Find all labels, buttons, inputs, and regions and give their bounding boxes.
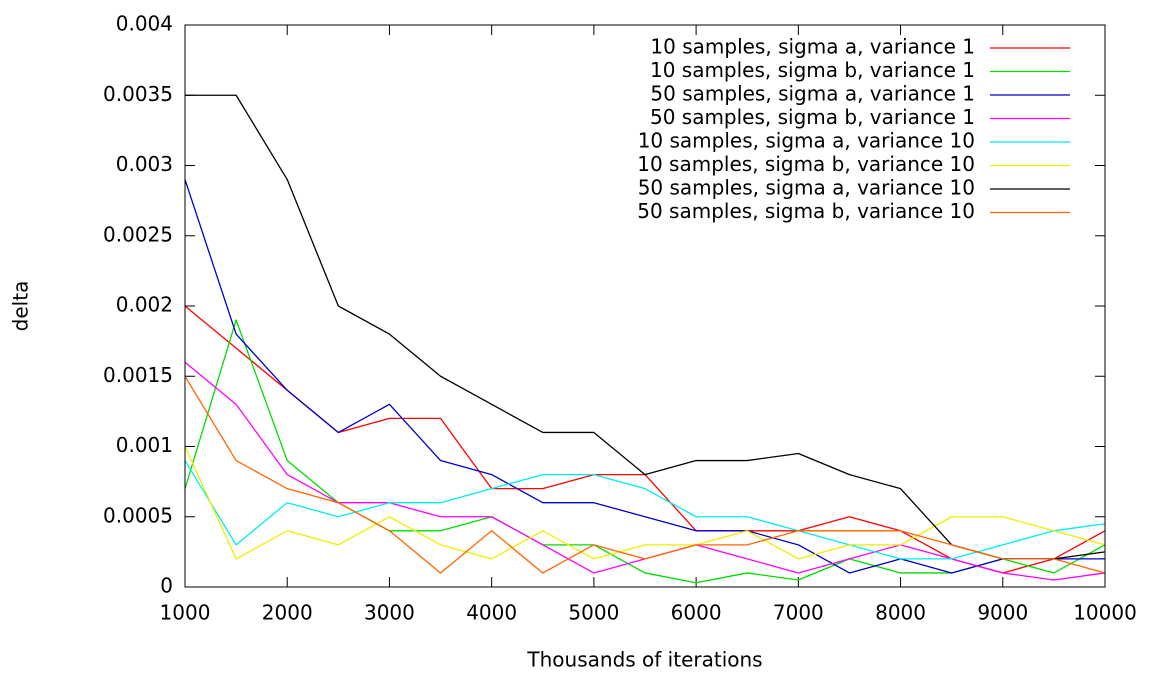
x-tick-label: 5000	[568, 601, 619, 625]
legend-label: 50 samples, sigma b, variance 10	[637, 199, 975, 223]
series-line	[184, 446, 1106, 560]
series-line	[184, 460, 1106, 560]
x-tick-label: 6000	[671, 601, 722, 625]
series-line	[184, 305, 1106, 574]
legend-label: 50 samples, sigma a, variance 10	[638, 176, 975, 200]
y-tick-label: 0.004	[116, 12, 173, 36]
legend-label: 10 samples, sigma a, variance 1	[650, 35, 975, 59]
x-tick-label: 1000	[160, 601, 211, 625]
y-tick-label: 0.001	[116, 433, 173, 457]
legend-label: 10 samples, sigma b, variance 1	[650, 58, 975, 82]
y-tick-label: 0.0015	[103, 363, 173, 387]
y-tick-label: 0.0025	[103, 222, 173, 246]
legend-label: 10 samples, sigma a, variance 10	[638, 129, 975, 153]
y-tick-label: 0.0035	[103, 82, 173, 106]
x-tick-label: 7000	[773, 601, 824, 625]
x-tick-label: 8000	[875, 601, 926, 625]
x-tick-label: 2000	[262, 601, 313, 625]
series-line	[184, 361, 1106, 581]
x-axis-label: Thousands of iterations	[526, 648, 762, 672]
y-tick-label: 0	[160, 574, 173, 598]
x-tick-label: 4000	[466, 601, 517, 625]
x-tick-label: 3000	[364, 601, 415, 625]
x-tick-label: 9000	[977, 601, 1028, 625]
y-tick-label: 0.003	[116, 152, 173, 176]
series-line	[184, 375, 1106, 574]
series-line	[184, 179, 1105, 574]
y-tick-label: 0.002	[116, 293, 173, 317]
legend-label: 50 samples, sigma a, variance 1	[650, 82, 975, 106]
legend-label: 10 samples, sigma b, variance 10	[637, 152, 975, 176]
plot-border	[184, 24, 1106, 588]
y-tick-label: 0.0005	[103, 503, 173, 527]
legend-label: 50 samples, sigma b, variance 1	[650, 105, 975, 129]
y-axis-label: delta	[9, 281, 33, 332]
series-line	[184, 319, 1106, 584]
x-tick-label: 10000	[1073, 601, 1137, 625]
